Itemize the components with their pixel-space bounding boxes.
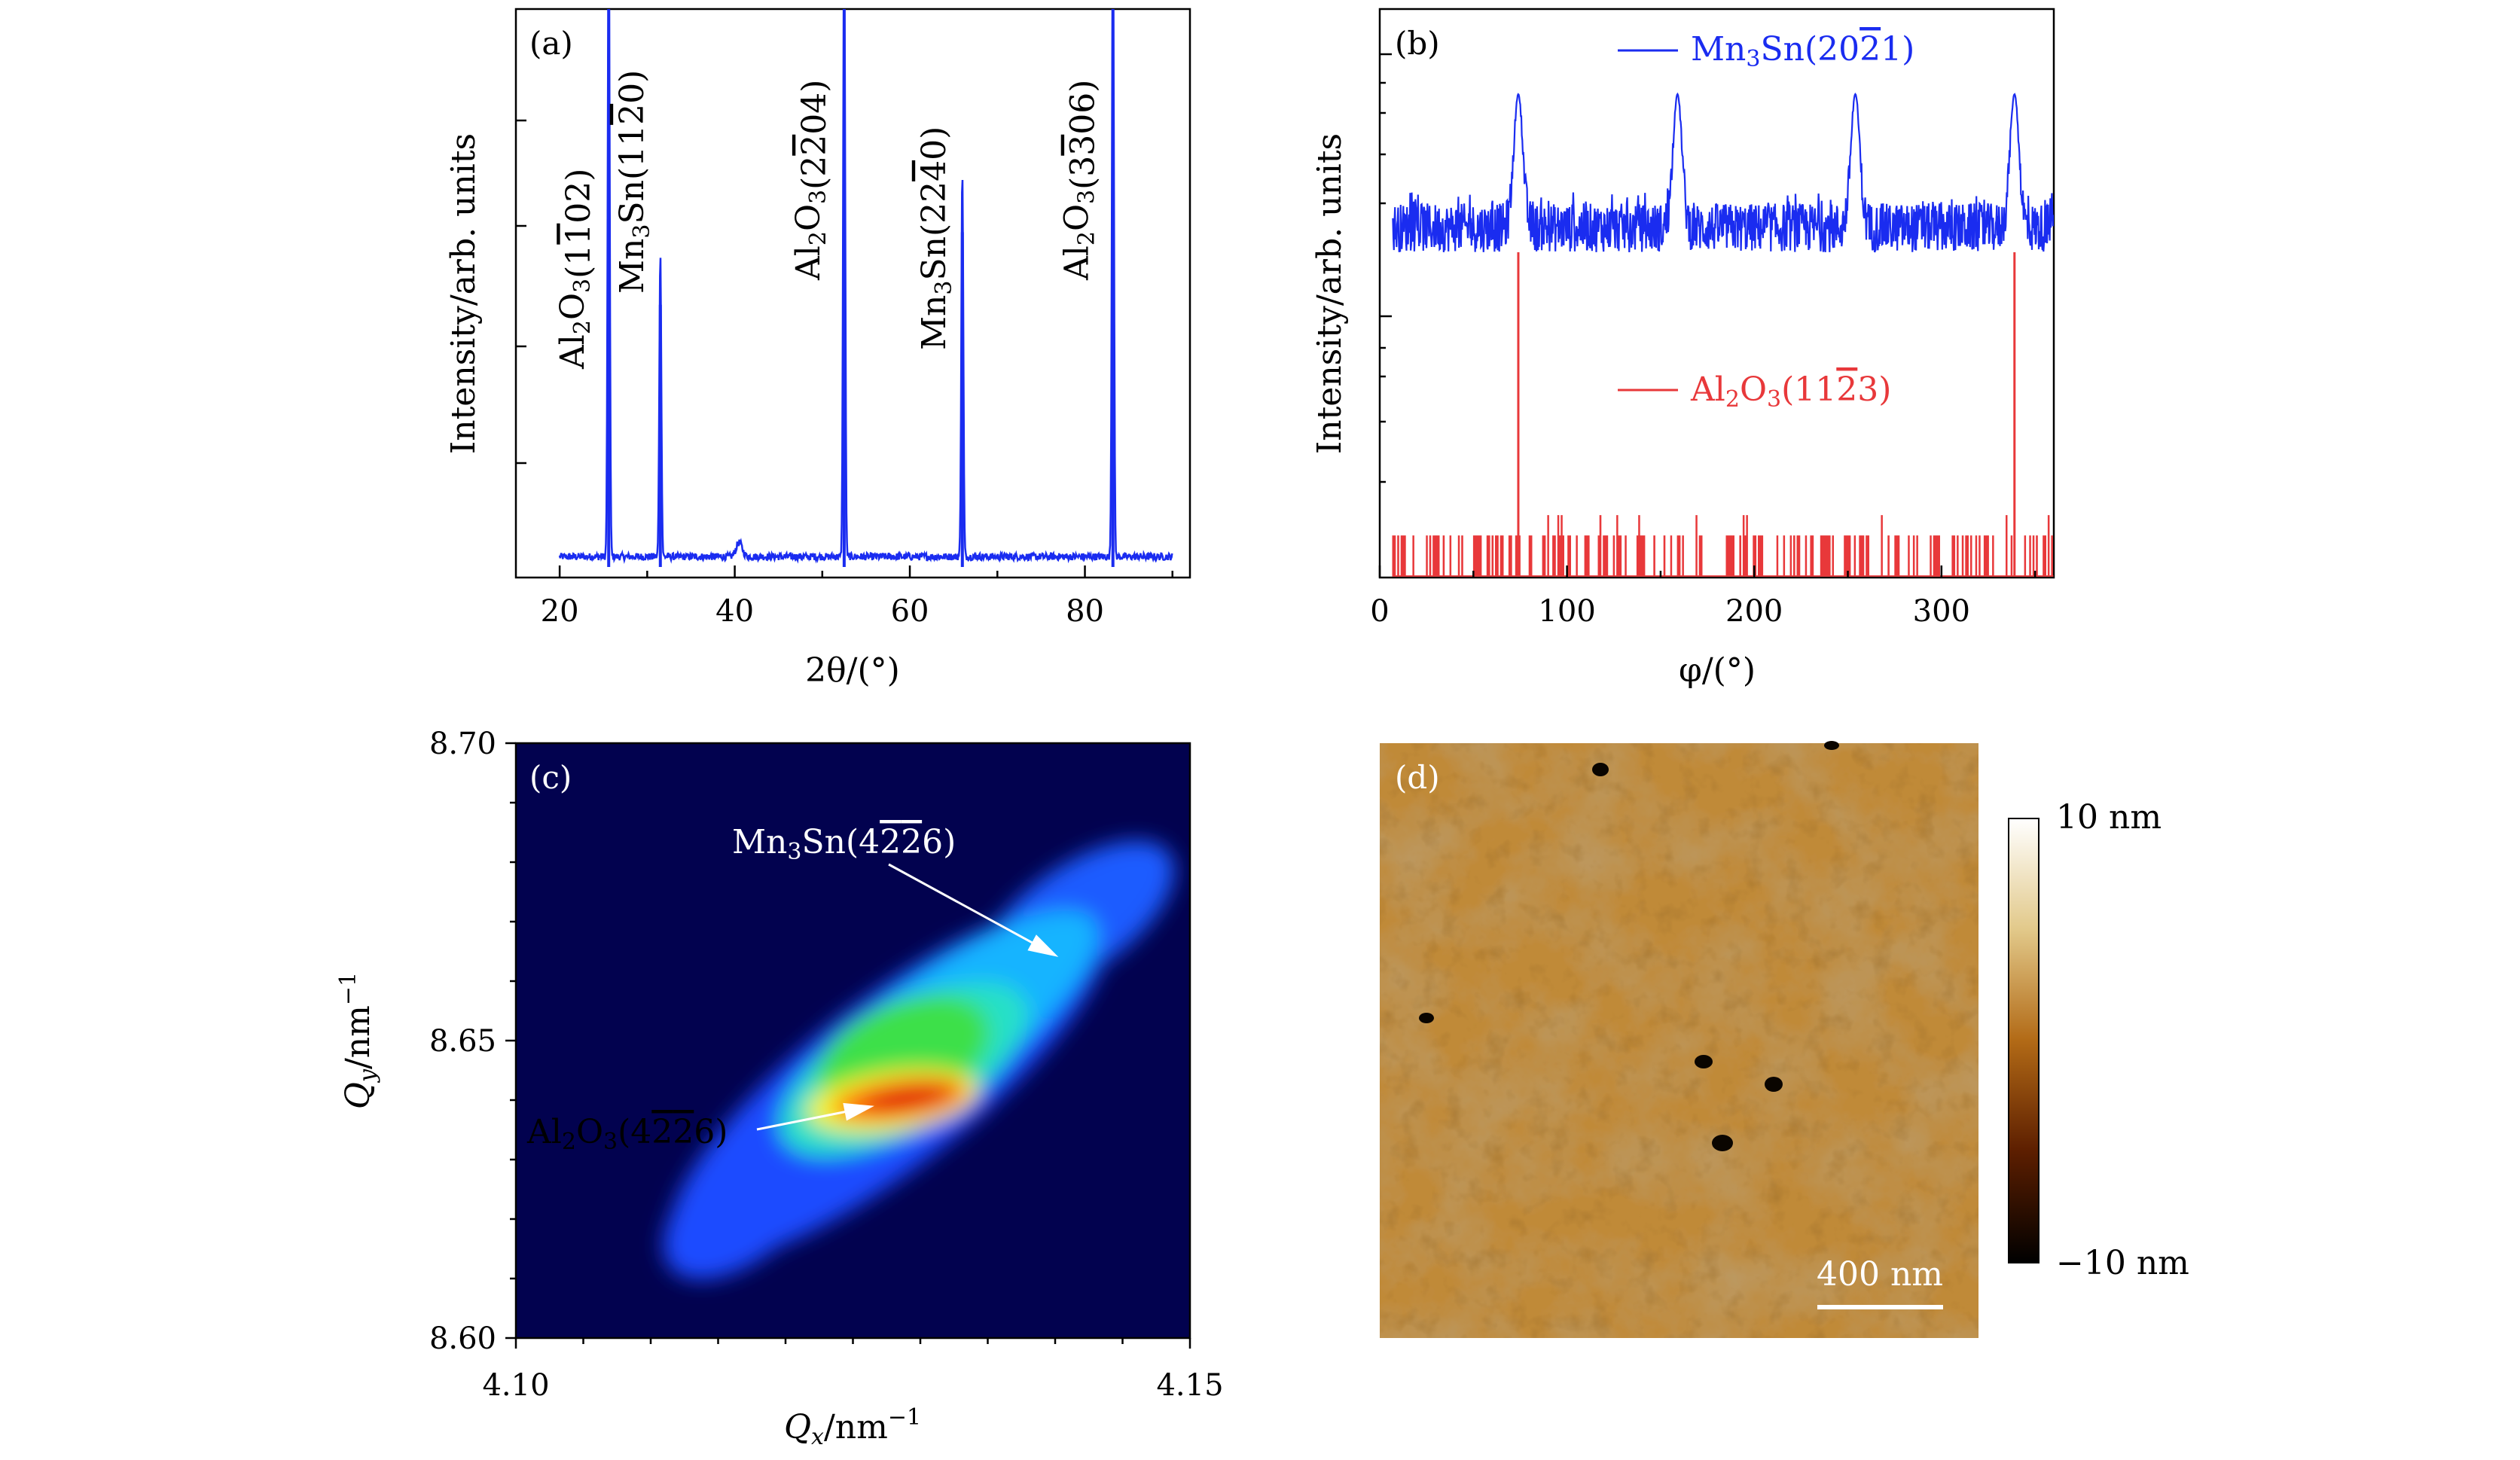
- panel-b-xlabel: φ/(°): [1679, 651, 1756, 690]
- x-tick-label: 80: [1066, 594, 1104, 629]
- panel-b-ylabel: Intensity/arb. units: [1310, 133, 1349, 454]
- annot-mn3sn-arrow: [888, 863, 1055, 956]
- map-red-peak: [862, 1084, 953, 1111]
- annot-al2o3-c: Al2O3(4226): [526, 1102, 874, 1155]
- afm-pit: [1712, 1135, 1733, 1151]
- panel-a-peak-labels: Al2O3(1102) Mn3Sn(1120) Al2O3(2204) Mn3Sn(2…: [554, 70, 1103, 370]
- panel-a-ylabel: Intensity/arb. units: [444, 133, 483, 454]
- annot-mn3sn-arrowhead: [1027, 934, 1059, 957]
- afm-image-dark-texture: [1380, 743, 1978, 1338]
- panel-a-plot: [558, 9, 1173, 567]
- afm-pit: [1419, 1013, 1434, 1023]
- panel-d-label: (d): [1395, 759, 1440, 796]
- panel-c-xlabel: Qx/nm−1: [784, 1404, 921, 1450]
- colorbar-gradient: [2008, 818, 2039, 1263]
- panel-a-frame: [514, 8, 1191, 579]
- peak-label-0: Al2O3(1102): [554, 169, 598, 370]
- x-tick-label: 4.10: [482, 1368, 549, 1403]
- peak-label-3: Mn3Sn(2240): [915, 126, 957, 350]
- afm-pit: [1765, 1077, 1783, 1092]
- panel-b-label: (b): [1395, 25, 1440, 62]
- afm-pits: [1419, 741, 1839, 1151]
- colorbar-min-label: −10 nm: [2056, 1244, 2189, 1282]
- y-tick-label: 8.70: [429, 727, 496, 761]
- legend-mn3sn-text: Mn3Sn(2021): [1691, 30, 1914, 72]
- annot-mn3sn-text: Mn3Sn(4226): [732, 823, 956, 865]
- panel-a-xlabel: 2θ/(°): [805, 651, 900, 690]
- afm-pit: [1824, 741, 1839, 750]
- scalebar-label: 400 nm: [1817, 1255, 1943, 1294]
- colorbar-max-label: 10 nm: [2056, 798, 2162, 837]
- annot-al2o3-arrowhead: [843, 1102, 874, 1121]
- afm-pit: [1695, 1055, 1713, 1068]
- x-tick-label: 200: [1725, 594, 1783, 629]
- panel-d: 400 nm (d) 10 nm −10 nm: [1380, 741, 2189, 1338]
- panel-c-label: (c): [529, 759, 572, 796]
- panel-b-frame: [1378, 8, 2055, 579]
- peak-label-2: Al2O3(2204): [789, 80, 834, 281]
- peak-label-1: Mn3Sn(1120): [613, 70, 655, 294]
- map-blue-tail: [663, 1129, 828, 1280]
- afm-scalebar: 400 nm: [1817, 1255, 1943, 1309]
- x-tick-label: 300: [1913, 594, 1970, 629]
- colorbar: 10 nm −10 nm: [2008, 798, 2189, 1282]
- legend-al2o3: Al2O3(1123): [1618, 370, 1891, 413]
- peak-label-4: Al2O3(3306): [1058, 80, 1103, 281]
- y-tick-label: 8.60: [429, 1321, 496, 1356]
- x-tick-label: 100: [1538, 594, 1595, 629]
- x-tick-label: 60: [891, 594, 929, 629]
- panel-b-plot: [1392, 92, 2054, 577]
- y-tick-label: 8.65: [429, 1024, 496, 1059]
- annot-al2o3-text: Al2O3(4226): [526, 1113, 728, 1155]
- panel-c-ticks: 4.10 4.15 8.60 8.65 8.70: [429, 727, 1224, 1403]
- phi-scan-mn3sn: [1392, 92, 2054, 253]
- x-tick-label: 20: [541, 594, 579, 629]
- panel-c-ylabel: Qy/nm−1: [335, 972, 381, 1109]
- afm-pit: [1592, 763, 1609, 776]
- panel-b: 0 100 200 300 (b) φ/(°) Intensity/arb. unit…: [1310, 8, 2055, 690]
- annot-mn3sn-c: Mn3Sn(4226): [732, 823, 1059, 957]
- x-tick-label: 0: [1370, 594, 1389, 629]
- panel-a-ticks: 20 40 60 80: [516, 119, 1174, 629]
- legend-al2o3-text: Al2O3(1123): [1690, 370, 1891, 413]
- panel-a-label: (a): [529, 25, 573, 62]
- panel-b-ticks: 0 100 200 300: [1370, 53, 2036, 629]
- panel-a: 20 40 60 80 (a) 2θ/(°) Intensity/arb. units…: [444, 8, 1191, 690]
- x-tick-label: 40: [715, 594, 754, 629]
- x-tick-label: 4.15: [1156, 1368, 1223, 1403]
- phi-scan-al2o3: [1392, 515, 2054, 577]
- panel-c: 4.10 4.15 8.60 8.65 8.70 (c) Mn3Sn(4226) Al2…: [335, 727, 1224, 1450]
- legend-mn3sn: Mn3Sn(2021): [1618, 30, 1914, 72]
